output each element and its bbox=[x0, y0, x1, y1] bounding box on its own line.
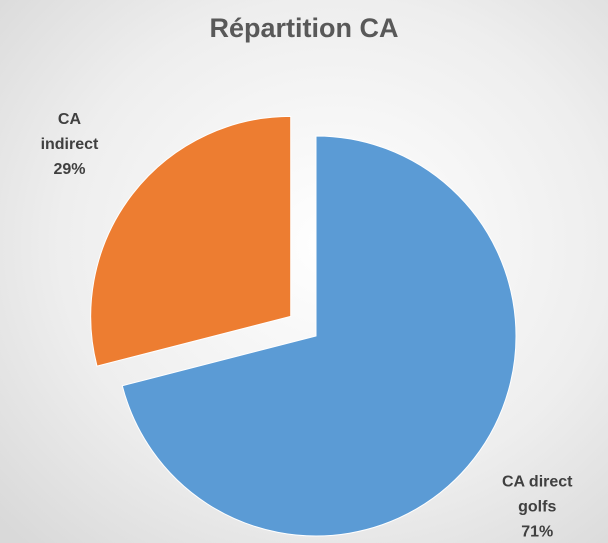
data-label: CA direct golfs 71% bbox=[502, 474, 573, 541]
value-label: 71% bbox=[521, 524, 553, 541]
category-label: CA indirect bbox=[41, 111, 99, 153]
data-label: CA indirect 29% bbox=[41, 111, 99, 178]
pie-slice bbox=[90, 115, 292, 367]
value-label: 29% bbox=[53, 161, 85, 178]
chart-title: Répartition CA bbox=[210, 13, 399, 43]
category-label: CA direct golfs bbox=[502, 474, 573, 516]
pie-slice bbox=[121, 135, 517, 537]
